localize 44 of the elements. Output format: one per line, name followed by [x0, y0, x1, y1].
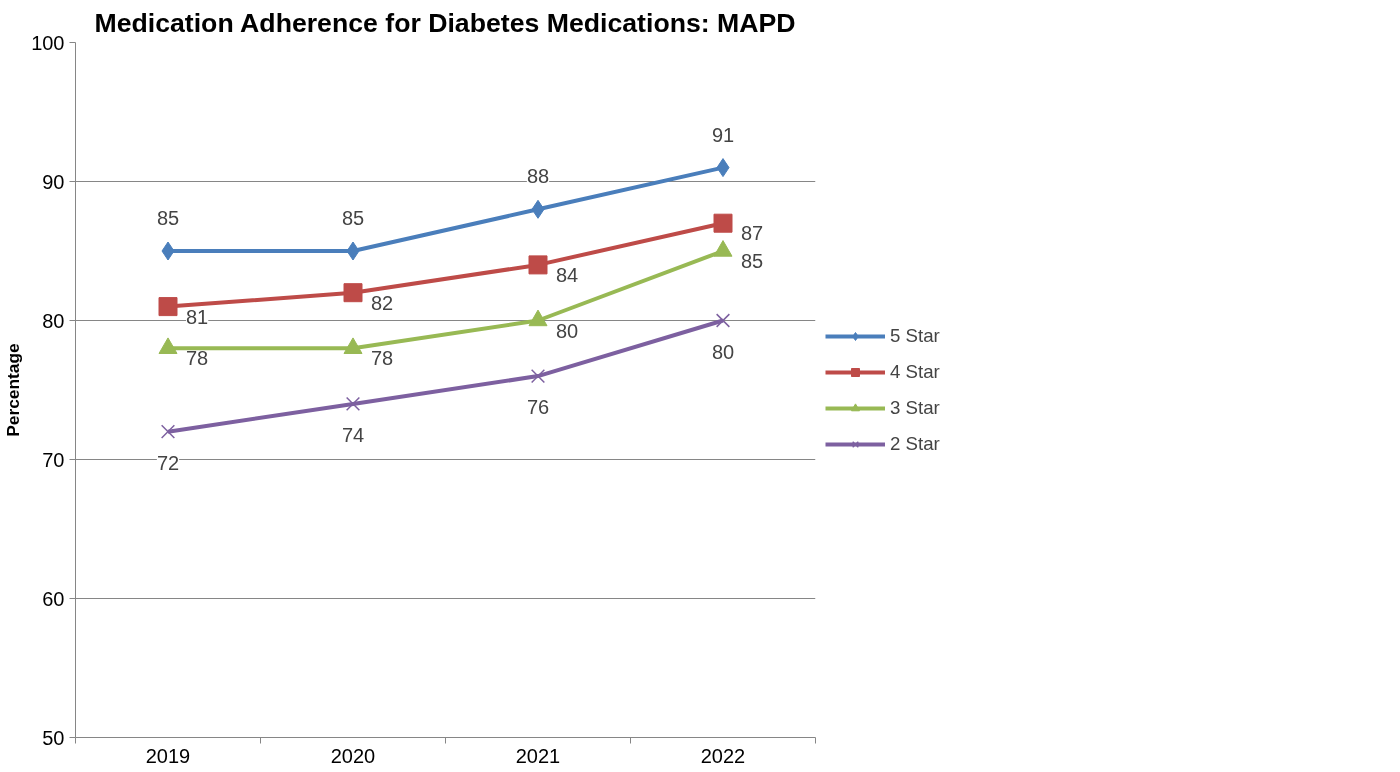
legend-label: 2 Star — [890, 432, 940, 455]
point — [715, 313, 731, 328]
point — [158, 297, 178, 317]
data-label: 80 — [556, 319, 579, 342]
point — [343, 283, 363, 303]
data-label: 78 — [186, 347, 209, 370]
x-tick-label: 2019 — [145, 744, 191, 767]
y-tick-label: 100 — [31, 31, 65, 54]
data-label: 88 — [526, 165, 550, 188]
point — [530, 368, 546, 384]
data-label: 85 — [156, 207, 180, 229]
point — [531, 199, 545, 219]
legend-label: 5 Star — [890, 324, 940, 347]
y-tick-label: 70 — [42, 448, 65, 471]
point — [161, 241, 175, 261]
point — [713, 213, 733, 233]
data-label: 74 — [341, 423, 365, 446]
data-label: 81 — [186, 305, 209, 328]
data-label: 85 — [341, 207, 365, 229]
point — [716, 158, 730, 178]
y-tick-label: 80 — [42, 309, 65, 332]
point — [345, 396, 361, 412]
x-tick-label: 2022 — [700, 744, 746, 767]
data-label: 87 — [741, 222, 764, 245]
legend-label: 3 Star — [890, 396, 940, 419]
y-tick-label: 50 — [42, 726, 65, 749]
data-label: 85 — [741, 250, 764, 272]
data-label: 84 — [556, 263, 579, 286]
chart-title: Medication Adherence for Diabetes Medications: MAPD — [94, 7, 796, 38]
data-label: 78 — [371, 347, 394, 370]
data-label: 82 — [371, 291, 394, 314]
data-label: 80 — [711, 340, 735, 363]
data-label: 91 — [711, 123, 735, 146]
point — [528, 255, 548, 275]
data-label: 72 — [156, 451, 180, 474]
point — [160, 424, 176, 439]
data-label: 76 — [526, 396, 550, 419]
y-axis-title: Percentage — [3, 342, 24, 437]
y-tick-label: 90 — [42, 170, 65, 193]
y-tick-label: 60 — [42, 587, 65, 610]
legend-label: 4 Star — [890, 360, 940, 383]
x-tick-label: 2021 — [515, 744, 561, 767]
point — [346, 241, 360, 261]
x-tick-label: 2020 — [330, 744, 376, 767]
